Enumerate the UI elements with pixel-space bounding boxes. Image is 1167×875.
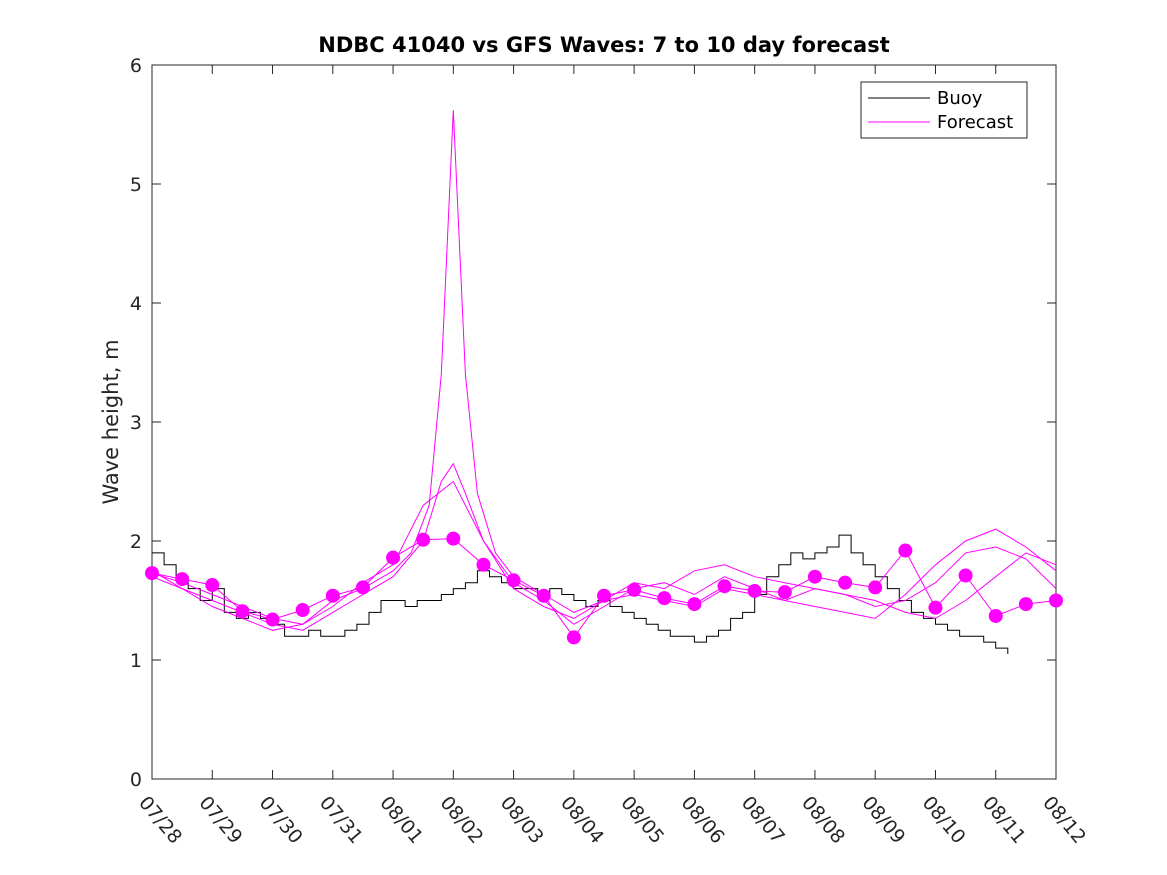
- y-tick-label: 5: [130, 174, 142, 196]
- y-tick-label: 3: [130, 412, 142, 434]
- legend: Buoy Forecast: [860, 81, 1028, 139]
- forecast-marker: [838, 575, 853, 590]
- forecast-marker: [566, 630, 581, 645]
- forecast-marker: [265, 612, 280, 627]
- forecast-markers: [145, 531, 1063, 645]
- forecast-marker: [325, 588, 340, 603]
- y-axis-ticks: 0 1 2 3 4 5 6: [130, 55, 1056, 791]
- y-tick-label: 4: [130, 293, 142, 315]
- x-tick-label: 08/12: [1038, 792, 1090, 848]
- forecast-marker: [235, 604, 250, 619]
- forecast-marker: [416, 532, 431, 547]
- forecast-marker: [627, 582, 642, 597]
- forecast-marker: [958, 568, 973, 583]
- x-tick-label: 07/29: [194, 792, 246, 848]
- x-tick-label: 07/28: [134, 792, 186, 848]
- forecast-marker: [597, 588, 611, 603]
- x-tick-label: 08/08: [797, 792, 849, 848]
- x-tick-label: 08/02: [436, 792, 488, 848]
- forecast-marker: [145, 566, 159, 581]
- legend-box: [860, 81, 1028, 139]
- forecast-marker: [898, 543, 913, 558]
- x-tick-label: 08/06: [677, 792, 729, 848]
- y-tick-label: 1: [130, 650, 142, 672]
- x-tick-label: 08/09: [857, 792, 909, 848]
- forecast-marker: [807, 569, 822, 584]
- legend-forecast-label: Forecast: [937, 112, 1013, 133]
- x-tick-label: 08/01: [375, 792, 427, 848]
- plot-area: [151, 64, 1057, 780]
- forecast-marker: [536, 588, 551, 603]
- forecast-marker: [205, 578, 220, 593]
- buoy-series-line: [152, 534, 1009, 654]
- x-tick-label: 08/03: [496, 792, 548, 848]
- chart-title: NDBC 41040 vs GFS Waves: 7 to 10 day for…: [318, 33, 889, 57]
- legend-buoy-label: Buoy: [937, 88, 983, 109]
- forecast-marker: [928, 600, 943, 615]
- forecast-marker: [717, 579, 732, 594]
- x-tick-label: 08/07: [737, 792, 789, 848]
- x-tick-label: 08/04: [556, 792, 608, 848]
- forecast-marker: [476, 557, 491, 572]
- forecast-marker: [747, 583, 762, 598]
- forecast-marker: [506, 573, 521, 588]
- x-tick-label: 08/10: [918, 792, 970, 848]
- forecast-marker: [687, 597, 702, 612]
- forecast-marker: [988, 608, 1003, 623]
- y-tick-label: 0: [130, 769, 142, 791]
- forecast-marker: [295, 603, 310, 618]
- x-tick-label: 07/31: [315, 792, 367, 848]
- forecast-marker: [657, 591, 672, 606]
- forecast-marker: [1049, 593, 1063, 608]
- forecast-marker: [777, 585, 792, 600]
- y-tick-label: 2: [130, 531, 142, 553]
- forecast-marker: [386, 550, 401, 565]
- forecast-marker: [355, 580, 370, 595]
- y-axis-label: Wave height, m: [99, 339, 123, 504]
- x-tick-label: 08/11: [978, 792, 1030, 848]
- forecast-marker: [446, 531, 461, 546]
- forecast-marker: [868, 580, 883, 595]
- y-tick-label: 6: [130, 55, 142, 77]
- forecast-marker: [175, 572, 190, 587]
- forecast-marker: [1018, 597, 1033, 612]
- x-tick-label: 08/05: [616, 792, 668, 848]
- x-tick-label: 07/30: [255, 792, 307, 848]
